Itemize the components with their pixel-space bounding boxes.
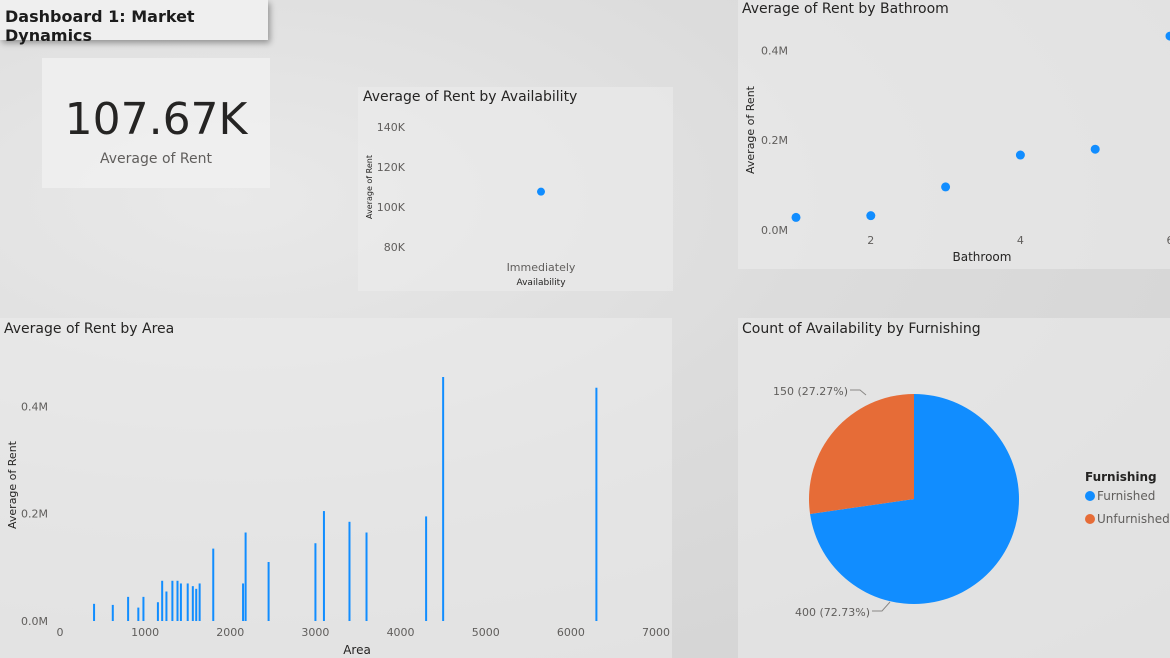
bar [322, 511, 325, 621]
x-tick-label: 2 [867, 234, 874, 247]
bar [176, 580, 179, 621]
bar [198, 583, 201, 621]
bar [171, 580, 174, 621]
dashboard-title-box: Dashboard 1: Market Dynamics [0, 0, 268, 45]
data-point [1015, 150, 1025, 160]
availability-panel-bg [358, 87, 673, 291]
data-point [866, 211, 876, 221]
x-axis-title: Bathroom [953, 250, 1012, 264]
bar [314, 543, 317, 621]
data-label: 400 (72.73%) [795, 606, 870, 619]
bathroom-chart-title: Average of Rent by Bathroom [742, 1, 949, 17]
legend-marker [1085, 491, 1095, 501]
furnishing-chart-title: Count of Availability by Furnishing [742, 321, 981, 337]
data-point [791, 212, 801, 222]
area-panel-bg [0, 318, 672, 658]
bathroom-chart[interactable]: 0.0M 0.2M 0.4M 2 4 6 Average of Rent Bathroom [738, 18, 1170, 269]
legend-item: Unfurnished [1097, 512, 1170, 526]
y-tick-label: 0.4M [761, 44, 788, 57]
bar [137, 607, 140, 621]
bar [365, 532, 368, 621]
y-tick-label: 0.2M [761, 134, 788, 147]
area-chart[interactable]: 0.0M 0.2M 0.4M 0 1000 2000 3000 4000 5000 6000 700… [0, 340, 672, 658]
y-tick-label: 0.0M [761, 224, 788, 237]
x-axis-title: Availability [516, 278, 566, 288]
data-point [537, 187, 545, 196]
bar [267, 562, 270, 621]
x-tick-label: 4000 [387, 626, 415, 639]
x-tick-label: 5000 [472, 626, 500, 639]
data-point [1090, 144, 1100, 154]
bar [442, 377, 445, 621]
y-tick-label: 120K [377, 161, 406, 174]
y-axis-title: Average of Rent [6, 440, 19, 529]
legend-title: Furnishing [1085, 470, 1157, 484]
x-tick-label: 6000 [557, 626, 585, 639]
bar [93, 603, 96, 621]
y-tick-label: 80K [384, 241, 406, 254]
bar [179, 583, 182, 621]
bar [212, 548, 215, 621]
y-axis-title: Average of Rent [744, 85, 757, 174]
pie-slice-furnished [810, 394, 1019, 604]
bar [156, 602, 159, 621]
availability-chart[interactable]: 80K 100K 120K 140K Average of Rent Immediatel… [358, 105, 673, 291]
y-tick-label: 0.4M [21, 400, 48, 413]
x-axis-title: Area [343, 643, 371, 657]
y-tick-label: 0.2M [21, 508, 48, 521]
bar [127, 596, 130, 621]
bar [186, 583, 189, 621]
kpi-value: 107.67K [64, 94, 248, 145]
x-tick-label: 4 [1017, 234, 1024, 247]
x-tick-label: 6 [1167, 234, 1170, 247]
bar [165, 591, 168, 621]
kpi-card[interactable]: 107.67K Average of Rent [42, 58, 270, 188]
y-tick-label: 100K [377, 201, 406, 214]
x-tick-label: Immediately [507, 261, 576, 274]
y-tick-label: 0.0M [21, 615, 48, 628]
x-tick-label: 3000 [301, 626, 329, 639]
y-axis-title: Average of Rent [365, 155, 374, 219]
kpi-label: Average of Rent [100, 151, 212, 167]
furnishing-chart[interactable]: 150 (27.27%) 400 (72.73%) Furnishing Furnis… [738, 340, 1170, 658]
pie-slice-unfurnished [809, 394, 914, 514]
bar [111, 604, 114, 621]
bar [244, 532, 247, 621]
availability-chart-title: Average of Rent by Availability [363, 89, 578, 105]
bar [242, 583, 245, 621]
x-tick-label: 2000 [216, 626, 244, 639]
x-tick-label: 0 [57, 626, 64, 639]
legend-item: Furnished [1097, 489, 1155, 503]
dashboard-title: Dashboard 1: Market Dynamics [5, 7, 195, 45]
leader-line [850, 389, 867, 396]
bar [191, 586, 194, 621]
bar [195, 588, 198, 621]
bathroom-panel-bg [738, 0, 1170, 269]
x-tick-label: 7000 [642, 626, 670, 639]
data-label: 150 (27.27%) [773, 385, 848, 398]
bar [595, 387, 598, 621]
bar [425, 516, 428, 621]
x-tick-label: 1000 [131, 626, 159, 639]
bar [161, 580, 164, 621]
bar [142, 596, 145, 621]
bar [348, 521, 351, 621]
data-point [1165, 31, 1170, 41]
area-chart-title: Average of Rent by Area [4, 321, 175, 337]
y-tick-label: 140K [377, 121, 406, 134]
leader-line [872, 601, 891, 612]
data-point [941, 182, 951, 192]
legend-marker [1085, 514, 1095, 524]
